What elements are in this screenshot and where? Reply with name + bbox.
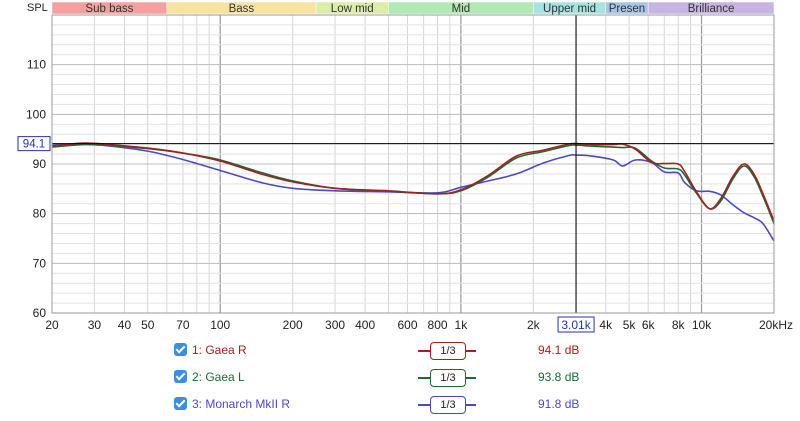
- band-label: Mid: [452, 3, 471, 15]
- plot-frame: [51, 14, 775, 314]
- legend-row: 2: Gaea L 1/3 93.8 dB: [174, 369, 604, 387]
- legend-checkbox[interactable]: [174, 397, 187, 410]
- x-tick-label: 5k: [623, 318, 637, 332]
- x-tick-label: 40: [118, 318, 132, 332]
- legend-line-swatch[interactable]: 1/3: [418, 342, 476, 360]
- y-tick-label: 90: [33, 157, 47, 171]
- band-label: Sub bass: [85, 3, 133, 15]
- y-tick-label: 60: [33, 306, 47, 320]
- band-label: Brilliance: [688, 3, 735, 15]
- legend-series-name: 1: Gaea R: [192, 343, 247, 357]
- frequency-response-chart: SPL Sub bass Bass Low mid Mid Upper mid Prese…: [17, 1, 793, 333]
- legend-value: 91.8 dB: [538, 397, 580, 411]
- band-label: Presen: [609, 3, 645, 15]
- legend-line-swatch[interactable]: 1/3: [418, 369, 476, 387]
- x-tick-label: 2k: [527, 318, 541, 332]
- x-tick-label: 30: [88, 318, 102, 332]
- x-tick-label: 50: [141, 318, 155, 332]
- legend-row: 3: Monarch MkII R 1/3 91.8 dB: [174, 396, 604, 414]
- cursor-x-readout: 3.01k: [561, 318, 591, 332]
- x-tick-label: 300: [325, 318, 345, 332]
- x-tick-label: 400: [355, 318, 375, 332]
- x-tick-label: 4k: [599, 318, 613, 332]
- legend-value: 93.8 dB: [538, 370, 580, 384]
- y-tick-label: 100: [26, 107, 46, 121]
- x-tick-label: 100: [210, 318, 230, 332]
- x-tick-label: 200: [283, 318, 303, 332]
- y-tick-label: 70: [33, 256, 47, 270]
- y-axis-label: SPL: [27, 2, 48, 14]
- x-tick-label: 20: [45, 318, 59, 332]
- cursor-y-readout-box: [17, 136, 51, 152]
- x-tick-label: 6k: [642, 318, 656, 332]
- x-tick-label: 800: [428, 318, 448, 332]
- legend-smoothing-label: 1/3: [430, 342, 466, 360]
- cursor-x-readout-box: [557, 316, 595, 333]
- band-label: Bass: [229, 3, 255, 15]
- x-tick-label: 10k: [692, 318, 712, 332]
- x-tick-label: 20kHz: [759, 318, 793, 332]
- legend-checkbox[interactable]: [174, 343, 187, 356]
- x-tick-label: 70: [176, 318, 190, 332]
- cursor-y-readout: 94.1: [23, 139, 45, 151]
- legend-value: 94.1 dB: [538, 343, 580, 357]
- legend-checkbox[interactable]: [174, 370, 187, 383]
- band-label: Upper mid: [543, 3, 596, 15]
- legend-series-name: 3: Monarch MkII R: [192, 397, 291, 411]
- y-tick-label: 110: [27, 58, 46, 72]
- legend-smoothing-label: 1/3: [430, 396, 466, 414]
- y-tick-label: 80: [33, 207, 47, 221]
- x-tick-label: 8k: [672, 318, 686, 332]
- legend-series-name: 2: Gaea L: [192, 370, 245, 384]
- legend-smoothing-label: 1/3: [430, 369, 466, 387]
- x-tick-label: 1k: [455, 318, 469, 332]
- legend-line-swatch[interactable]: 1/3: [418, 396, 476, 414]
- legend-row: 1: Gaea R 1/3 94.1 dB: [174, 342, 604, 360]
- band-6: [647, 1, 775, 15]
- band-label: Low mid: [331, 3, 374, 15]
- x-tick-label: 600: [397, 318, 417, 332]
